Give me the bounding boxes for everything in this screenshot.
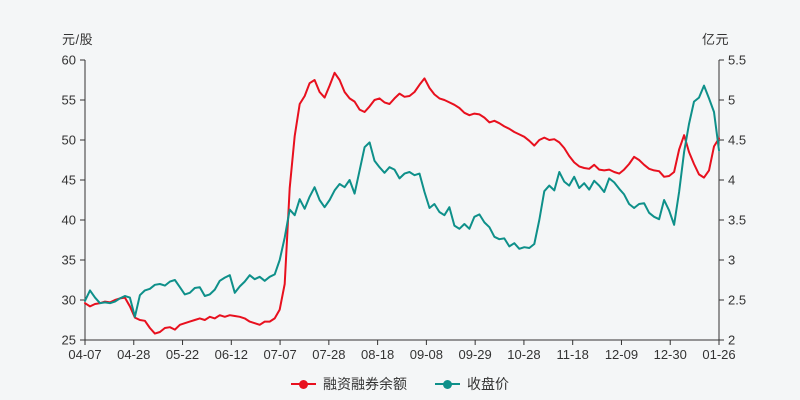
right-axis-tick-label: 2 (728, 333, 735, 348)
x-axis-tick-label: 11-18 (557, 347, 589, 362)
x-axis-tick-label: 06-12 (215, 347, 248, 362)
left-axis-tick-label: 40 (62, 213, 76, 228)
right-axis-tick-label: 2.5 (728, 293, 746, 308)
x-axis-tick-label: 12-09 (605, 347, 638, 362)
right-axis-tick-label: 4 (728, 173, 735, 188)
teal-line-marker-icon (435, 379, 460, 389)
right-axis-tick-label: 3 (728, 253, 735, 268)
right-axis-tick-label: 5.5 (728, 53, 746, 68)
x-axis-tick-label: 01-26 (702, 347, 735, 362)
left-axis-tick-label: 35 (62, 253, 76, 268)
x-axis-tick-label: 08-18 (361, 347, 394, 362)
x-axis-tick-label: 10-28 (507, 347, 540, 362)
left-axis-tick-label: 60 (62, 53, 76, 68)
left-axis-unit-label: 元/股 (62, 32, 94, 47)
legend-item-margin-balance[interactable]: 融资融券余额 (291, 374, 407, 394)
right-axis-tick-label: 5 (728, 93, 735, 108)
series-line-margin-balance (84, 71, 720, 335)
x-axis-tick-label: 07-07 (263, 347, 296, 362)
x-axis-tick-label: 04-28 (117, 347, 150, 362)
left-axis-tick-label: 45 (62, 173, 76, 188)
red-line-marker-icon (291, 379, 316, 389)
left-axis-tick-label: 55 (62, 93, 76, 108)
right-axis-tick-label: 4.5 (728, 133, 746, 148)
series-line-close-price (84, 84, 720, 318)
x-axis-tick-label: 04-07 (68, 347, 101, 362)
legend: 融资融券余额 收盘价 (0, 374, 800, 394)
left-axis-tick-label: 25 (62, 333, 76, 348)
legend-item-close-price[interactable]: 收盘价 (435, 374, 509, 394)
x-axis-tick-label: 09-29 (459, 347, 492, 362)
right-axis-tick-label: 3.5 (728, 213, 746, 228)
legend-label-close-price: 收盘价 (467, 376, 509, 392)
x-axis-tick-label: 07-28 (312, 347, 345, 362)
legend-label-margin-balance: 融资融券余额 (323, 376, 407, 392)
left-axis-tick-label: 50 (62, 133, 76, 148)
x-axis-tick-label: 09-08 (410, 347, 443, 362)
x-axis-tick-label: 05-22 (166, 347, 199, 362)
left-axis-tick-label: 30 (62, 293, 76, 308)
right-axis-unit-label: 亿元 (702, 32, 730, 47)
x-axis-tick-label: 12-30 (654, 347, 687, 362)
